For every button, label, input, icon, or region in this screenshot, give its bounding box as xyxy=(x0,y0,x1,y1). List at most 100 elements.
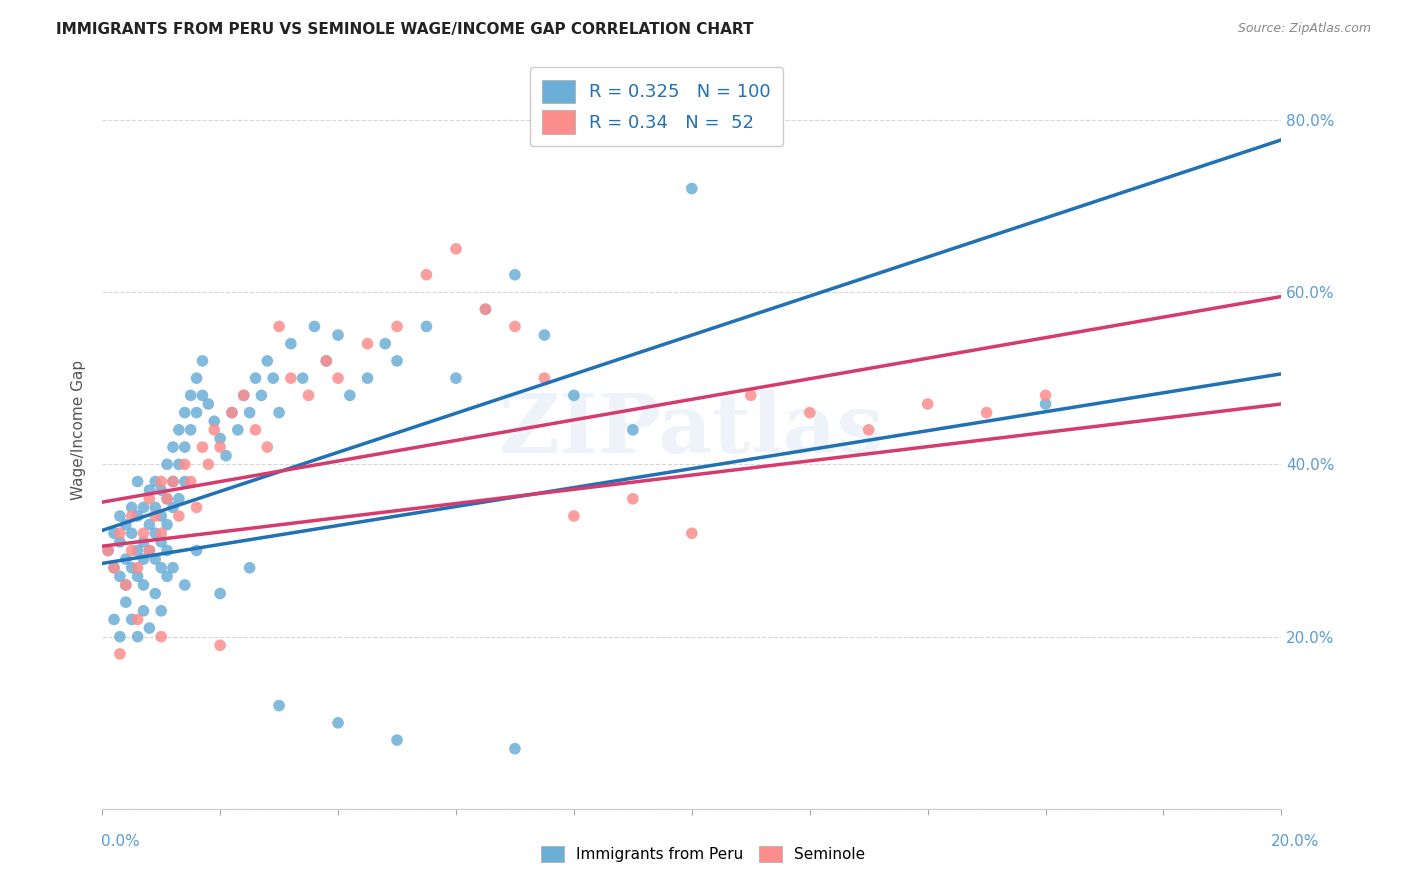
Point xyxy=(280,336,302,351)
Point xyxy=(186,543,208,558)
Point xyxy=(150,475,173,489)
Point xyxy=(138,621,160,635)
Legend: R = 0.325   N = 100, R = 0.34   N =  52: R = 0.325 N = 100, R = 0.34 N = 52 xyxy=(530,67,783,146)
Point xyxy=(138,517,160,532)
Point xyxy=(256,354,278,368)
Point xyxy=(162,475,184,489)
Point xyxy=(143,526,166,541)
Point xyxy=(127,508,149,523)
Point xyxy=(103,560,125,574)
Point xyxy=(315,354,337,368)
Point xyxy=(209,638,232,652)
Point xyxy=(127,475,149,489)
Point xyxy=(121,560,143,574)
Point xyxy=(976,406,998,420)
Point xyxy=(681,181,703,195)
Point xyxy=(474,302,496,317)
Point xyxy=(143,552,166,566)
Point xyxy=(356,371,378,385)
Point xyxy=(150,534,173,549)
Point xyxy=(108,508,131,523)
Point xyxy=(108,647,131,661)
Point xyxy=(173,475,195,489)
Point xyxy=(681,526,703,541)
Point xyxy=(356,336,378,351)
Point xyxy=(167,508,190,523)
Point xyxy=(114,578,136,592)
Point xyxy=(191,388,214,402)
Point xyxy=(1035,388,1057,402)
Point xyxy=(108,630,131,644)
Point xyxy=(444,242,467,256)
Point xyxy=(256,440,278,454)
Point xyxy=(239,560,262,574)
Point xyxy=(156,543,179,558)
Point xyxy=(180,423,202,437)
Point xyxy=(150,604,173,618)
Point xyxy=(197,458,219,472)
Text: 20.0%: 20.0% xyxy=(1271,834,1319,848)
Point xyxy=(415,268,437,282)
Point xyxy=(180,475,202,489)
Point xyxy=(267,406,290,420)
Point xyxy=(156,491,179,506)
Point xyxy=(127,612,149,626)
Point xyxy=(226,423,249,437)
Point xyxy=(503,741,526,756)
Point xyxy=(156,517,179,532)
Point xyxy=(186,406,208,420)
Point xyxy=(267,319,290,334)
Point xyxy=(114,517,136,532)
Point xyxy=(209,586,232,600)
Point xyxy=(202,414,225,428)
Point xyxy=(191,354,214,368)
Point xyxy=(150,526,173,541)
Point xyxy=(162,440,184,454)
Point xyxy=(127,630,149,644)
Point xyxy=(108,526,131,541)
Point xyxy=(621,491,644,506)
Point xyxy=(156,491,179,506)
Point xyxy=(858,423,880,437)
Point xyxy=(167,423,190,437)
Point xyxy=(167,458,190,472)
Point xyxy=(562,388,585,402)
Point xyxy=(280,371,302,385)
Point xyxy=(209,440,232,454)
Point xyxy=(533,328,555,343)
Point xyxy=(385,733,408,747)
Point xyxy=(108,569,131,583)
Point xyxy=(262,371,284,385)
Point xyxy=(150,560,173,574)
Point xyxy=(121,612,143,626)
Point xyxy=(215,449,238,463)
Point xyxy=(173,440,195,454)
Point xyxy=(132,526,155,541)
Point xyxy=(132,604,155,618)
Point xyxy=(221,406,243,420)
Point xyxy=(239,406,262,420)
Point xyxy=(740,388,762,402)
Point xyxy=(415,319,437,334)
Point xyxy=(503,268,526,282)
Point xyxy=(186,371,208,385)
Point xyxy=(385,319,408,334)
Point xyxy=(202,423,225,437)
Point xyxy=(127,569,149,583)
Point xyxy=(132,552,155,566)
Point xyxy=(132,578,155,592)
Point xyxy=(209,432,232,446)
Point xyxy=(186,500,208,515)
Point xyxy=(162,500,184,515)
Legend: Immigrants from Peru, Seminole: Immigrants from Peru, Seminole xyxy=(534,840,872,868)
Point xyxy=(121,526,143,541)
Point xyxy=(138,491,160,506)
Point xyxy=(114,578,136,592)
Point xyxy=(197,397,219,411)
Point xyxy=(121,500,143,515)
Point xyxy=(127,560,149,574)
Point xyxy=(180,388,202,402)
Point xyxy=(132,500,155,515)
Point xyxy=(156,458,179,472)
Point xyxy=(1035,397,1057,411)
